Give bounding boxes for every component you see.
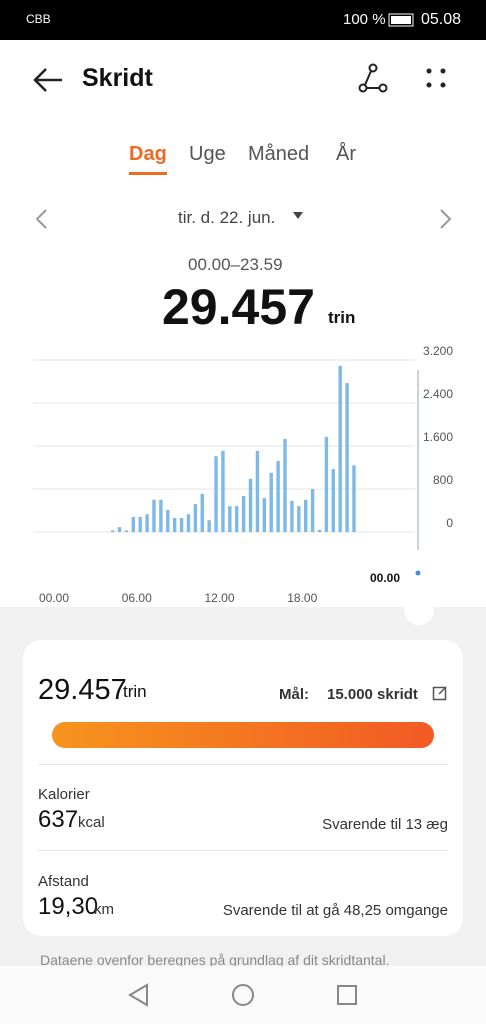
bar (110, 530, 115, 532)
tab[interactable]: Uge (189, 143, 226, 165)
tab[interactable]: Dag (129, 143, 167, 175)
tab[interactable]: År (336, 143, 356, 165)
more-button[interactable] (424, 66, 450, 92)
bar (117, 527, 122, 532)
separator (38, 764, 448, 765)
next-day[interactable] (435, 207, 455, 231)
date-dropdown[interactable] (292, 210, 304, 222)
bar (331, 469, 335, 532)
battery-text: 100 % (343, 11, 386, 28)
y-tick-label: 0 (446, 516, 453, 530)
bar (248, 478, 253, 532)
y-tick-label: 1.600 (423, 430, 453, 444)
bar (221, 450, 225, 532)
edit-goal[interactable] (432, 685, 448, 701)
x-tick-label: 12.00 (204, 591, 234, 605)
bar (159, 499, 163, 532)
bar (193, 504, 198, 532)
bar (166, 509, 170, 532)
clock: 05.08 (421, 11, 462, 28)
bar (124, 530, 129, 532)
route-button[interactable] (356, 62, 390, 96)
handle[interactable] (398, 590, 440, 630)
x-tick-label: 00.00 (370, 571, 400, 585)
bar (207, 520, 211, 532)
bar (255, 450, 260, 532)
status-bar: CBB 100 % 05.08 (0, 0, 486, 40)
bar (297, 506, 301, 532)
distance-note: Svarende til at gå 48,25 omgange (222, 902, 448, 919)
y-tick-label: 800 (433, 473, 453, 487)
bar (303, 499, 308, 532)
bar (235, 506, 239, 532)
bar (172, 518, 177, 532)
goal-label: Mål: (279, 686, 309, 703)
bar (200, 493, 204, 532)
card-steps: 29.457 (38, 674, 127, 706)
calories-value: 637 (38, 806, 79, 833)
nav-recent[interactable] (334, 982, 360, 1008)
bar (152, 499, 156, 532)
y-tick-label: 3.200 (423, 344, 453, 358)
bar (276, 461, 280, 532)
bar (228, 506, 232, 532)
bar (145, 514, 149, 532)
bar (324, 436, 329, 532)
x-tick-label: 00.00 (39, 591, 69, 605)
tab[interactable]: Måned (248, 143, 310, 165)
nav-home[interactable] (230, 982, 256, 1008)
goal-value: 15.000 skridt (327, 686, 418, 703)
bar (131, 516, 136, 532)
bar (186, 514, 191, 532)
prev-day[interactable] (32, 207, 52, 231)
bar (283, 439, 287, 532)
separator (38, 850, 448, 851)
goal-progress (52, 722, 434, 748)
calories-note: Svarende til 13 æg (322, 816, 448, 833)
bar (138, 516, 142, 532)
calories-label: Kalorier (38, 786, 90, 803)
bar (179, 518, 184, 532)
date-label[interactable]: tir. d. 22. jun. (178, 208, 276, 227)
bar (214, 456, 218, 532)
distance-value: 19,30 (38, 893, 99, 920)
card-steps-unit: trin (123, 682, 147, 701)
bar (262, 498, 267, 532)
footer-note: Dataene ovenfor beregnes på grundlag af … (40, 952, 390, 968)
time-range: 00.00–23.59 (188, 255, 283, 274)
bar (352, 465, 356, 532)
bar (345, 383, 349, 532)
chart: 0 800 1.600 2.400 3.200 00.00 06.00 12.00 18.00 0… (33, 344, 453, 605)
nav-bar (0, 966, 486, 1024)
back-button[interactable] (30, 62, 66, 98)
carrier: CBB (26, 12, 51, 26)
total-steps: 29.457 (162, 279, 315, 335)
bar (241, 495, 246, 532)
total-unit: trin (328, 308, 356, 327)
bar (317, 529, 322, 532)
bar (290, 500, 294, 532)
cursor-dot (415, 570, 421, 576)
distance-label: Afstand (38, 873, 89, 890)
distance-unit: km (94, 901, 114, 918)
nav-back[interactable] (126, 982, 152, 1008)
y-tick-label: 2.400 (423, 387, 453, 401)
x-tick-label: 18.00 (287, 591, 317, 605)
calories-unit: kcal (78, 814, 105, 831)
bar (269, 472, 273, 532)
x-tick-label: 06.00 (122, 591, 152, 605)
battery-icon (388, 13, 414, 27)
page-title: Skridt (82, 64, 153, 92)
summary-card: 29.457 trin Mål: 15.000 skridt Kalorier … (23, 640, 463, 936)
bar (310, 489, 315, 532)
bar (338, 365, 342, 532)
